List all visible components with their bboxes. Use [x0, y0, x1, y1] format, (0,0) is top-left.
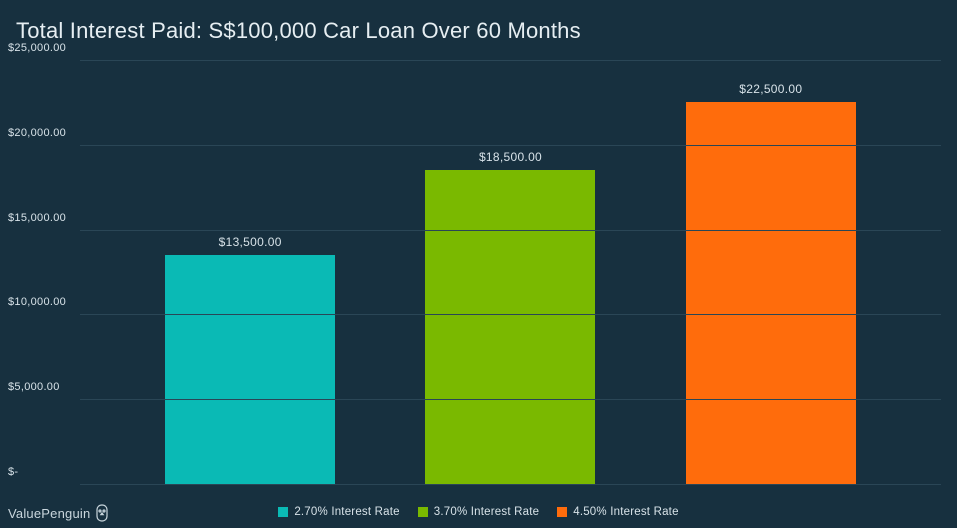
legend-item: 3.70% Interest Rate: [418, 506, 539, 518]
legend-item: 2.70% Interest Rate: [278, 506, 399, 518]
y-tick-label: $20,000.00: [8, 127, 80, 139]
plot-area: $13,500.00 $18,500.00 $22,500.00: [80, 60, 941, 484]
bar-value-label: $13,500.00: [219, 235, 282, 249]
bar: $18,500.00: [425, 150, 595, 484]
grid-line: [80, 230, 941, 231]
chart-title: Total Interest Paid: S$100,000 Car Loan …: [16, 18, 941, 44]
legend-swatch: [557, 507, 567, 517]
bar-rect: [686, 102, 856, 484]
bar: $13,500.00: [165, 235, 335, 484]
grid-line: [80, 314, 941, 315]
y-tick-label: $10,000.00: [8, 296, 80, 308]
bar-rect: [425, 170, 595, 484]
legend: 2.70% Interest Rate 3.70% Interest Rate 4.…: [0, 506, 957, 518]
legend-label: 2.70% Interest Rate: [294, 506, 399, 518]
bars-group: $13,500.00 $18,500.00 $22,500.00: [80, 60, 941, 484]
grid-line: [80, 60, 941, 61]
y-axis: $- $5,000.00 $10,000.00 $15,000.00 $20,000.0…: [8, 60, 80, 484]
legend-label: 3.70% Interest Rate: [434, 506, 539, 518]
bar-rect: [165, 255, 335, 484]
grid-line: [80, 399, 941, 400]
y-tick-label: $5,000.00: [8, 381, 80, 393]
legend-swatch: [278, 507, 288, 517]
grid-line: [80, 145, 941, 146]
y-tick-label: $25,000.00: [8, 42, 80, 54]
legend-label: 4.50% Interest Rate: [573, 506, 678, 518]
y-tick-label: $-: [8, 466, 80, 478]
grid-line: [80, 484, 941, 485]
chart-container: Total Interest Paid: S$100,000 Car Loan …: [0, 0, 957, 528]
bar-value-label: $22,500.00: [739, 82, 802, 96]
penguin-icon: [94, 504, 110, 522]
watermark: ValuePenguin: [8, 504, 110, 522]
bar-value-label: $18,500.00: [479, 150, 542, 164]
legend-item: 4.50% Interest Rate: [557, 506, 678, 518]
legend-swatch: [418, 507, 428, 517]
y-tick-label: $15,000.00: [8, 212, 80, 224]
watermark-text: ValuePenguin: [8, 506, 90, 521]
bar: $22,500.00: [686, 82, 856, 484]
